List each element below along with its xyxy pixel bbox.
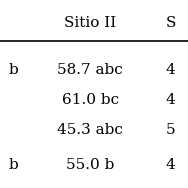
- Text: 4: 4: [165, 93, 175, 107]
- Text: 55.0 b: 55.0 b: [66, 158, 114, 172]
- Text: 45.3 abc: 45.3 abc: [57, 123, 123, 137]
- Text: 4: 4: [165, 63, 175, 77]
- Text: 58.7 abc: 58.7 abc: [57, 63, 123, 77]
- Text: Sitio II: Sitio II: [64, 16, 116, 30]
- Text: b: b: [9, 158, 19, 172]
- Text: b: b: [9, 63, 19, 77]
- Text: 4: 4: [165, 158, 175, 172]
- Text: 5: 5: [165, 123, 175, 137]
- Text: S: S: [165, 16, 176, 30]
- Text: 61.0 bc: 61.0 bc: [62, 93, 119, 107]
